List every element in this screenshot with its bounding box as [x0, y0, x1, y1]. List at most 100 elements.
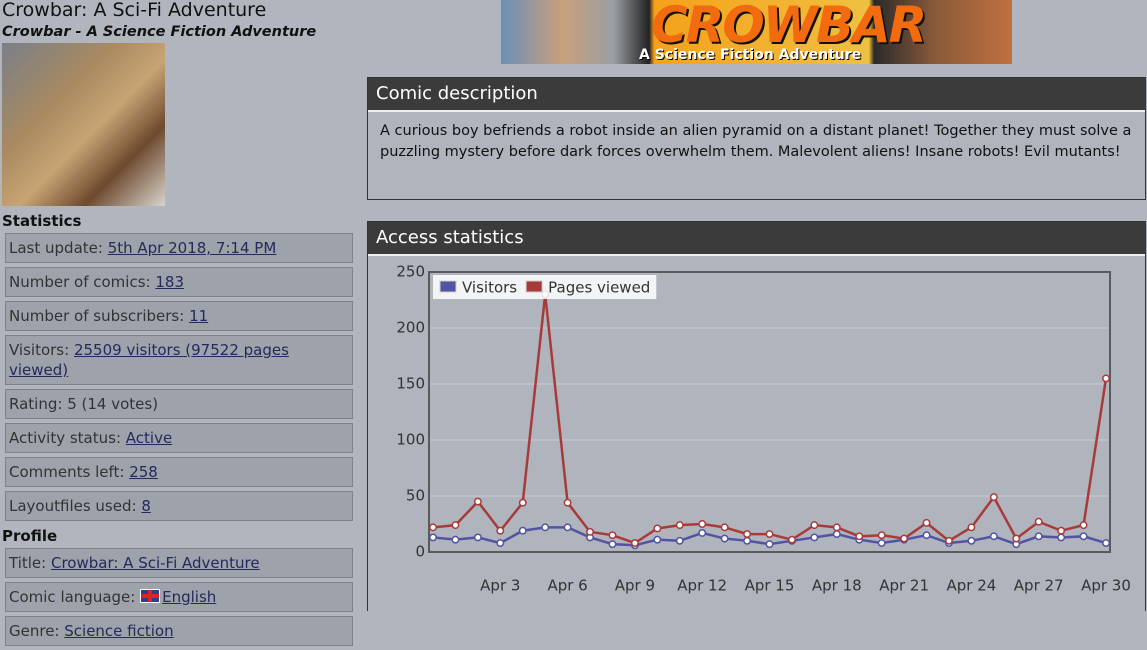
- data-point: [496, 526, 505, 535]
- link[interactable]: Science fiction: [64, 622, 174, 640]
- label: Last update:: [9, 239, 103, 257]
- x-tick-label: Apr 15: [745, 577, 795, 595]
- legend-label: Pages viewed: [548, 279, 650, 297]
- y-tick-label: 0: [415, 543, 425, 561]
- banner-subtitle: A Science Fiction Adventure: [639, 47, 862, 63]
- stat-row: Number of comics: 183: [5, 267, 353, 297]
- link[interactable]: 8: [141, 497, 151, 515]
- x-tick-label: Apr 21: [879, 577, 929, 595]
- stat-row: Last update: 5th Apr 2018, 7:14 PM: [5, 233, 353, 263]
- banner-title: CROWBAR: [651, 0, 927, 54]
- data-point: [451, 521, 460, 530]
- data-point: [922, 518, 931, 527]
- x-tick-label: Apr 9: [615, 577, 655, 595]
- legend-swatch: [439, 280, 457, 293]
- stat-row: Visitors: 25509 visitors (97522 pages vi…: [5, 335, 353, 385]
- data-point: [989, 532, 998, 541]
- data-point: [765, 540, 774, 549]
- series-line: [432, 294, 1108, 545]
- x-tick-label: Apr 3: [480, 577, 520, 595]
- data-point: [787, 535, 796, 544]
- link[interactable]: 258: [129, 463, 158, 481]
- sidebar: Statistics Last update: 5th Apr 2018, 7:…: [0, 212, 356, 650]
- comic-thumbnail: [2, 43, 165, 206]
- stat-row: Activity status: Active: [5, 423, 353, 453]
- data-point: [698, 520, 707, 528]
- link[interactable]: Active: [125, 429, 173, 447]
- data-point: [1057, 526, 1066, 535]
- profile-row: Genre: Science fiction: [5, 616, 353, 646]
- data-point: [877, 531, 886, 540]
- data-point: [518, 498, 527, 507]
- data-point: [810, 521, 819, 530]
- data-point: [832, 530, 841, 539]
- stat-row: Rating: 5 (14 votes): [5, 389, 353, 419]
- y-tick-label: 100: [396, 431, 425, 449]
- statistics-panel: Access statistics 0 50 100 150 200 250 Apr 3 Ap…: [367, 221, 1146, 611]
- panel-heading: Comic description: [368, 78, 1145, 112]
- data-point: [743, 536, 752, 545]
- profile-row: Comic language: English: [5, 582, 353, 612]
- label: Layoutfiles used:: [9, 497, 137, 515]
- link[interactable]: 11: [189, 307, 209, 325]
- link[interactable]: Crowbar: A Sci-Fi Adventure: [50, 554, 260, 572]
- comic-subtitle: Crowbar - A Science Fiction Adventure: [2, 24, 317, 40]
- data-point: [1012, 534, 1021, 543]
- data-point: [720, 534, 729, 543]
- y-tick-label: 50: [406, 487, 425, 505]
- data-point: [586, 527, 594, 536]
- link[interactable]: 5th Apr 2018, 7:14 PM: [107, 239, 277, 257]
- label: Comments left:: [9, 463, 125, 481]
- label: Visitors:: [9, 341, 70, 359]
- link[interactable]: 25509 visitors (97522 pages viewed): [9, 341, 289, 379]
- description-panel: Comic description A curious boy befriend…: [367, 77, 1146, 200]
- data-point: [473, 497, 482, 506]
- link[interactable]: 183: [155, 273, 184, 291]
- plot-border: [428, 271, 1111, 553]
- chart: 0 50 100 150 200 250 Apr 3 Apr 6 Apr 9 Apr 12 Apr …: [396, 263, 1131, 595]
- data-point: [922, 531, 931, 540]
- data-point: [855, 532, 864, 541]
- label: Genre:: [9, 622, 60, 640]
- y-tick-label: 250: [396, 263, 425, 281]
- comic-title: Crowbar: A Sci-Fi Adventure: [2, 0, 267, 21]
- banner: CROWBAR A Science Fiction Adventure: [501, 0, 1012, 64]
- x-tick-label: Apr 18: [812, 577, 862, 595]
- data-point: [1034, 517, 1043, 526]
- data-point: [765, 530, 774, 539]
- flag-icon: [140, 589, 161, 603]
- profile-row: Title: Crowbar: A Sci-Fi Adventure: [5, 548, 353, 578]
- stat-row: Number of subscribers: 11: [5, 301, 353, 331]
- data-point: [608, 540, 617, 549]
- label: Activity status:: [9, 429, 122, 447]
- data-point: [900, 534, 909, 543]
- data-point: [675, 536, 684, 545]
- legend-swatch: [525, 280, 543, 293]
- data-point: [989, 493, 998, 502]
- data-point: [541, 523, 550, 532]
- data-point: [496, 539, 505, 547]
- y-tick-label: 150: [396, 375, 425, 393]
- x-tick-label: Apr 27: [1014, 577, 1064, 595]
- data-point: [653, 535, 662, 544]
- x-tick-label: Apr 30: [1081, 577, 1131, 595]
- data-point: [1102, 374, 1110, 383]
- data-point: [967, 536, 976, 545]
- stat-row: Comments left: 258: [5, 457, 353, 487]
- label: Number of comics:: [9, 273, 151, 291]
- data-point: [563, 523, 572, 532]
- link[interactable]: English: [162, 588, 217, 606]
- data-point: [945, 536, 953, 545]
- legend-box: [433, 275, 657, 299]
- profile-heading: Profile: [2, 527, 58, 545]
- data-point: [1057, 533, 1066, 542]
- data-point: [451, 535, 460, 544]
- data-point: [675, 521, 684, 530]
- value: 5 (14 votes): [67, 395, 159, 413]
- label: Comic language:: [9, 588, 136, 606]
- x-tick-label: Apr 24: [946, 577, 996, 595]
- data-point: [630, 539, 639, 547]
- data-point: [1102, 539, 1110, 547]
- y-tick-label: 200: [396, 319, 425, 337]
